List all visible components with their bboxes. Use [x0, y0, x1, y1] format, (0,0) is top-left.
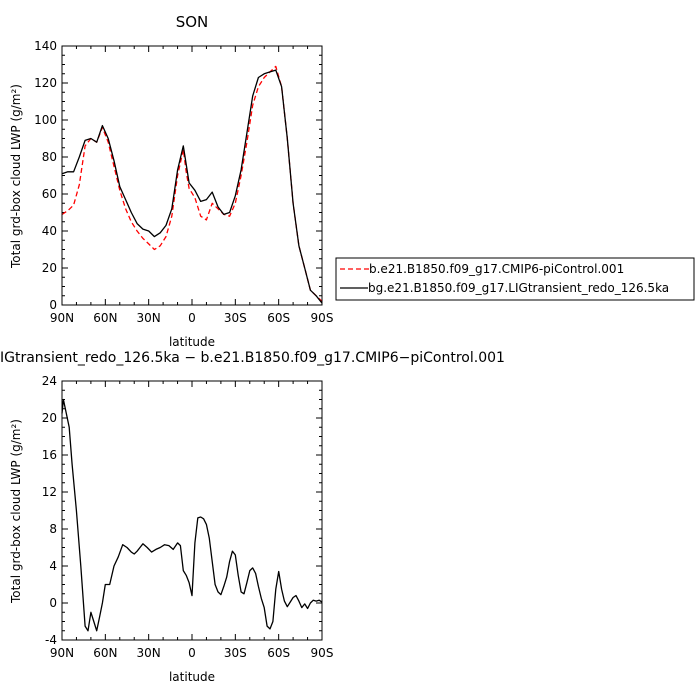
top-y-tick-label: 20	[42, 261, 57, 275]
bottom-x-tick-label: 90N	[50, 646, 74, 660]
top-plot-frame	[61, 45, 323, 306]
bottom-x-tick-label: 30S	[224, 646, 247, 660]
bottom-panel: IGtransient_redo_126.5ka − b.e21.B1850.f…	[0, 350, 505, 684]
top-x-tick-label: 60N	[93, 311, 117, 325]
bottom-y-tick-label: 20	[42, 411, 57, 425]
bottom-x-tick-label: 60S	[267, 646, 290, 660]
top-x-tick-label: 90N	[50, 311, 74, 325]
top-y-tick-label: 60	[42, 187, 57, 201]
top-y-tick-label: 80	[42, 150, 57, 164]
top-x-tick-label: 30S	[224, 311, 247, 325]
top-x-tick-label: 30N	[137, 311, 161, 325]
bottom-y-tick-label: 0	[49, 596, 57, 610]
bottom-x-axis-label: latitude	[169, 670, 215, 684]
bottom-y-tick-label: 8	[49, 522, 57, 536]
top-x-tick-label: 90S	[311, 311, 334, 325]
top-legend: b.e21.B1850.f09_g17.CMIP6-piControl.001 …	[335, 257, 695, 301]
top-series-line-1	[61, 65, 323, 302]
bottom-x-tick-label: 30N	[137, 646, 161, 660]
legend-label-series-2: bg.e21.B1850.f09_g17.LIGtransient_redo_1…	[368, 281, 669, 295]
top-x-tick-label: 0	[188, 311, 196, 325]
bottom-y-tick-label: -4	[45, 633, 57, 647]
top-y-tick-label: 40	[42, 224, 57, 238]
top-panel: SON Total grd-box cloud LWP (g/m²) latit…	[9, 13, 695, 349]
bottom-series-line-1	[61, 398, 323, 632]
bottom-plot-frame	[61, 380, 323, 641]
bottom-chart-title: IGtransient_redo_126.5ka − b.e21.B1850.f…	[0, 350, 505, 366]
top-y-axis-label: Total grd-box cloud LWP (g/m²)	[9, 84, 23, 269]
bottom-x-tick-label: 60N	[93, 646, 117, 660]
top-x-axis-label: latitude	[169, 335, 215, 349]
bottom-y-tick-label: 4	[49, 559, 57, 573]
top-series-line-2	[61, 69, 323, 304]
bottom-y-tick-label: 24	[42, 374, 57, 388]
top-y-tick-label: 0	[49, 298, 57, 312]
bottom-y-tick-label: 16	[42, 448, 57, 462]
bottom-y-axis-label: Total grd-box cloud LWP (g/m²)	[9, 419, 23, 604]
top-x-tick-label: 60S	[267, 311, 290, 325]
top-chart-title: SON	[176, 13, 209, 31]
bottom-x-tick-label: 90S	[311, 646, 334, 660]
top-y-tick-label: 120	[34, 76, 57, 90]
legend-label-series-1: b.e21.B1850.f09_g17.CMIP6-piControl.001	[369, 262, 624, 276]
legend-box	[335, 257, 695, 301]
bottom-x-tick-label: 0	[188, 646, 196, 660]
top-y-tick-label: 100	[34, 113, 57, 127]
top-y-tick-label: 140	[34, 39, 57, 53]
bottom-y-tick-label: 12	[42, 485, 57, 499]
